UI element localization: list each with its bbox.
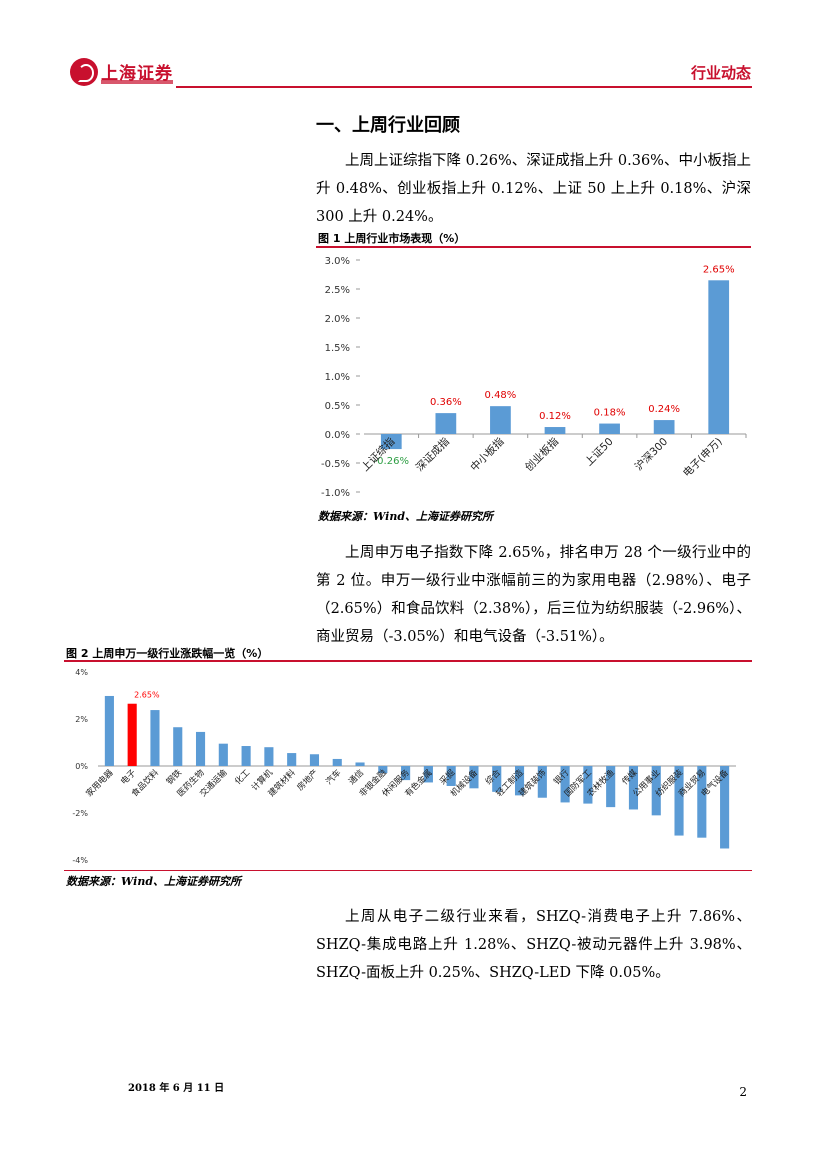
y-tick-label: 2.5%	[325, 285, 350, 296]
bar	[332, 758, 342, 766]
figure-1-title: 图 1 上周行业市场表现（%）	[318, 232, 466, 245]
data-label: 2.65%	[703, 264, 735, 275]
figure-1-rule	[316, 246, 751, 248]
data-label: 0.18%	[594, 408, 626, 419]
x-tick-label: 沪深300	[632, 435, 670, 473]
section-title: 一、上周行业回顾	[316, 115, 460, 136]
footer-date: 2018 年 6 月 11 日	[128, 1083, 225, 1094]
bar	[355, 762, 365, 766]
x-tick-label: 汽车	[324, 767, 344, 787]
bar	[514, 766, 525, 796]
logo-text: 上海证券	[101, 64, 173, 84]
y-tick-label: 0.0%	[325, 430, 350, 441]
y-tick-label: -2%	[72, 809, 88, 818]
bar	[264, 747, 274, 766]
y-tick-label: 0%	[75, 762, 88, 771]
bar	[127, 703, 137, 766]
bar	[380, 434, 402, 450]
bar	[653, 420, 675, 434]
bar	[378, 766, 388, 774]
data-label: -0.26%	[374, 456, 409, 467]
bar	[469, 766, 479, 789]
bar	[492, 766, 502, 792]
bar	[218, 743, 228, 766]
x-tick-label: 深证成指	[413, 435, 452, 474]
figure-2-title: 图 2 上周申万一级行业涨跌幅一览（%）	[66, 647, 269, 660]
figure-2-source: 数据来源：Wind、上海证券研究所	[66, 875, 242, 888]
company-logo: 上海证券	[70, 58, 180, 90]
y-tick-label: 1.5%	[325, 343, 350, 354]
x-tick-label: 化工	[232, 767, 252, 787]
data-label: 2.65%	[134, 691, 160, 700]
bar	[708, 280, 730, 434]
bar	[150, 710, 160, 766]
paragraph-1: 上周上证综指下降 0.26%、深证成指上升 0.36%、中小板指上升 0.48%…	[316, 147, 751, 231]
x-tick-label: 家用电器	[84, 767, 116, 799]
paragraph-3: 上周从电子二级行业来看，SHZQ-消费电子上升 7.86%、SHZQ-集成电路上…	[316, 903, 751, 987]
x-tick-label: 上证50	[583, 436, 616, 469]
header-rule	[176, 86, 752, 88]
logo-icon	[70, 58, 98, 86]
x-tick-label: 电子	[118, 767, 138, 787]
x-tick-label: 上证综指	[359, 435, 398, 474]
bar	[104, 695, 114, 766]
bar	[599, 423, 620, 434]
figure-2-source-rule	[64, 870, 752, 871]
paragraph-2: 上周申万电子指数下降 2.65%，排名申万 28 个一级行业中的第 2 位。申万…	[316, 539, 751, 651]
paragraph-1-text: 上周上证综指下降 0.26%、深证成指上升 0.36%、中小板指上升 0.48%…	[316, 153, 751, 225]
bar	[560, 766, 570, 803]
y-tick-label: 1.0%	[325, 372, 350, 383]
bar	[309, 754, 320, 766]
page-number: 2	[739, 1085, 747, 1099]
y-tick-label: 3.0%	[325, 256, 350, 267]
bar	[674, 766, 684, 836]
y-tick-label: -0.5%	[321, 459, 350, 470]
data-label: 0.36%	[430, 397, 462, 408]
bar	[720, 766, 730, 849]
bar	[651, 766, 661, 816]
paragraph-3-text: 上周从电子二级行业来看，SHZQ-消费电子上升 7.86%、SHZQ-集成电路上…	[316, 909, 751, 981]
header-tag: 行业动态	[690, 64, 751, 82]
paragraph-2-text: 上周申万电子指数下降 2.65%，排名申万 28 个一级行业中的第 2 位。申万…	[316, 545, 751, 645]
x-tick-label: 钢铁	[164, 767, 184, 787]
bar	[401, 766, 411, 781]
bar	[697, 766, 707, 838]
bar	[583, 766, 593, 804]
y-tick-label: -4%	[72, 856, 88, 865]
figure-1-source: 数据来源：Wind、上海证券研究所	[318, 510, 494, 523]
bar	[173, 727, 183, 766]
x-tick-label: 电子(申万)	[680, 435, 725, 480]
y-tick-label: 4%	[75, 668, 88, 677]
bar	[544, 427, 566, 434]
bar	[241, 746, 251, 766]
x-tick-label: 创业板指	[522, 435, 561, 474]
x-tick-label: 中小板指	[468, 435, 507, 474]
y-tick-label: 2%	[75, 715, 88, 724]
x-tick-label: 通信	[346, 767, 366, 787]
bar	[490, 406, 511, 434]
x-tick-label: 房地产	[295, 767, 321, 793]
figure-2-rule	[64, 660, 752, 662]
y-tick-label: 0.5%	[325, 401, 350, 412]
data-label: 0.12%	[539, 411, 571, 422]
y-tick-label: 2.0%	[325, 314, 350, 325]
y-tick-label: -1.0%	[321, 488, 350, 499]
logo-subtext-bar	[101, 80, 173, 84]
data-label: 0.24%	[648, 404, 680, 415]
bar	[287, 753, 297, 766]
bar	[446, 766, 456, 786]
bar	[628, 766, 639, 810]
bar	[195, 731, 206, 766]
bar	[423, 766, 433, 783]
data-label: 0.48%	[485, 390, 517, 401]
figure-1-chart: 3.0% 2.5% 2.0% 1.5% 1.0% 0.5% 0.0% -0.5% -1.0% -0…	[321, 256, 747, 499]
bar	[537, 766, 547, 798]
bar	[435, 413, 457, 434]
bar	[606, 766, 616, 808]
